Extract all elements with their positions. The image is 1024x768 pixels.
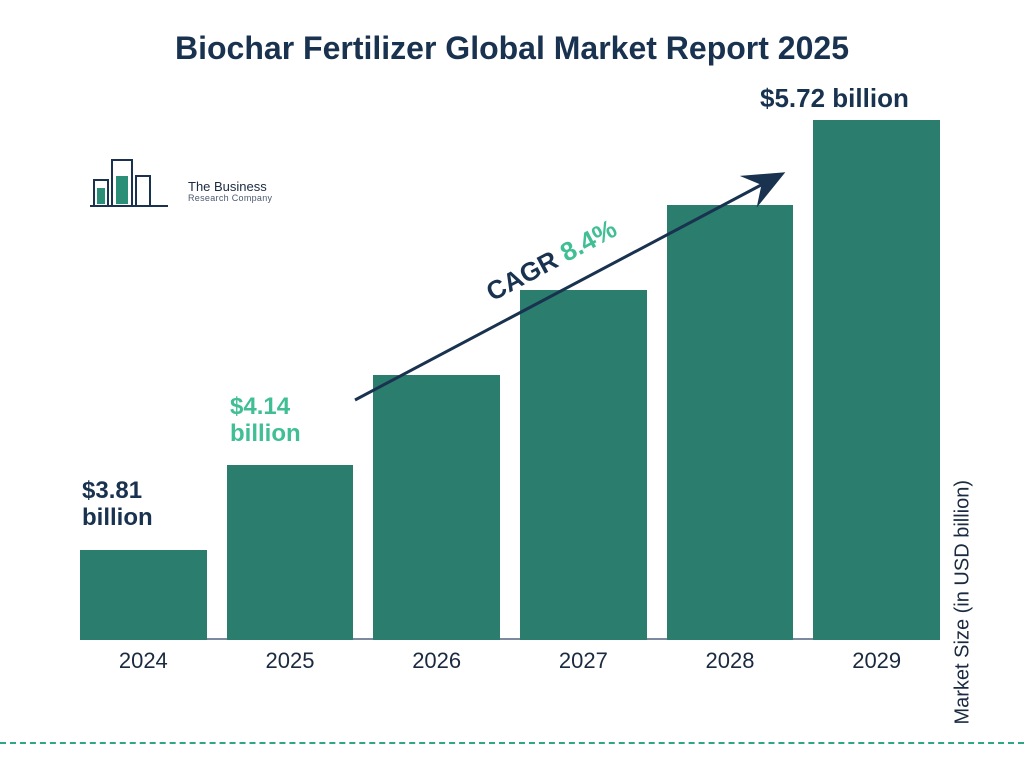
- title-text: Biochar Fertilizer Global Market Report …: [175, 30, 849, 66]
- category-label: 2028: [706, 648, 755, 674]
- page-container: Biochar Fertilizer Global Market Report …: [0, 0, 1024, 768]
- bar-2029: [813, 120, 940, 640]
- value-label-line2: billion: [82, 504, 153, 531]
- category-label: 2025: [266, 648, 315, 674]
- bar-slot: 2027: [520, 290, 647, 640]
- value-label-2025: $4.14 billion: [230, 393, 301, 448]
- category-label: 2027: [559, 648, 608, 674]
- bar-slot: 2024: [80, 550, 207, 640]
- bar-chart: 2024 2025 2026 2027 2028 2029: [80, 110, 940, 680]
- category-label: 2026: [412, 648, 461, 674]
- value-label-line1: $4.14: [230, 393, 290, 420]
- bar-slot: 2025: [227, 465, 354, 640]
- value-label-2024: $3.81 billion: [82, 477, 153, 532]
- category-label: 2029: [852, 648, 901, 674]
- bar-2028: [667, 205, 794, 640]
- value-label-line1: $5.72 billion: [760, 83, 909, 113]
- value-label-2029: $5.72 billion: [760, 84, 909, 114]
- bar-2027: [520, 290, 647, 640]
- bar-2025: [227, 465, 354, 640]
- footer-divider: [0, 742, 1024, 744]
- y-axis-label: Market Size (in USD billion): [952, 480, 975, 725]
- bar-slot: 2028: [667, 205, 794, 640]
- category-label: 2024: [119, 648, 168, 674]
- bar-slot: 2026: [373, 375, 500, 640]
- bars-group: 2024 2025 2026 2027 2028 2029: [80, 120, 940, 640]
- bar-2024: [80, 550, 207, 640]
- value-label-line1: $3.81: [82, 477, 142, 504]
- bar-2026: [373, 375, 500, 640]
- bar-slot: 2029: [813, 120, 940, 640]
- page-title: Biochar Fertilizer Global Market Report …: [0, 30, 1024, 67]
- value-label-line2: billion: [230, 420, 301, 447]
